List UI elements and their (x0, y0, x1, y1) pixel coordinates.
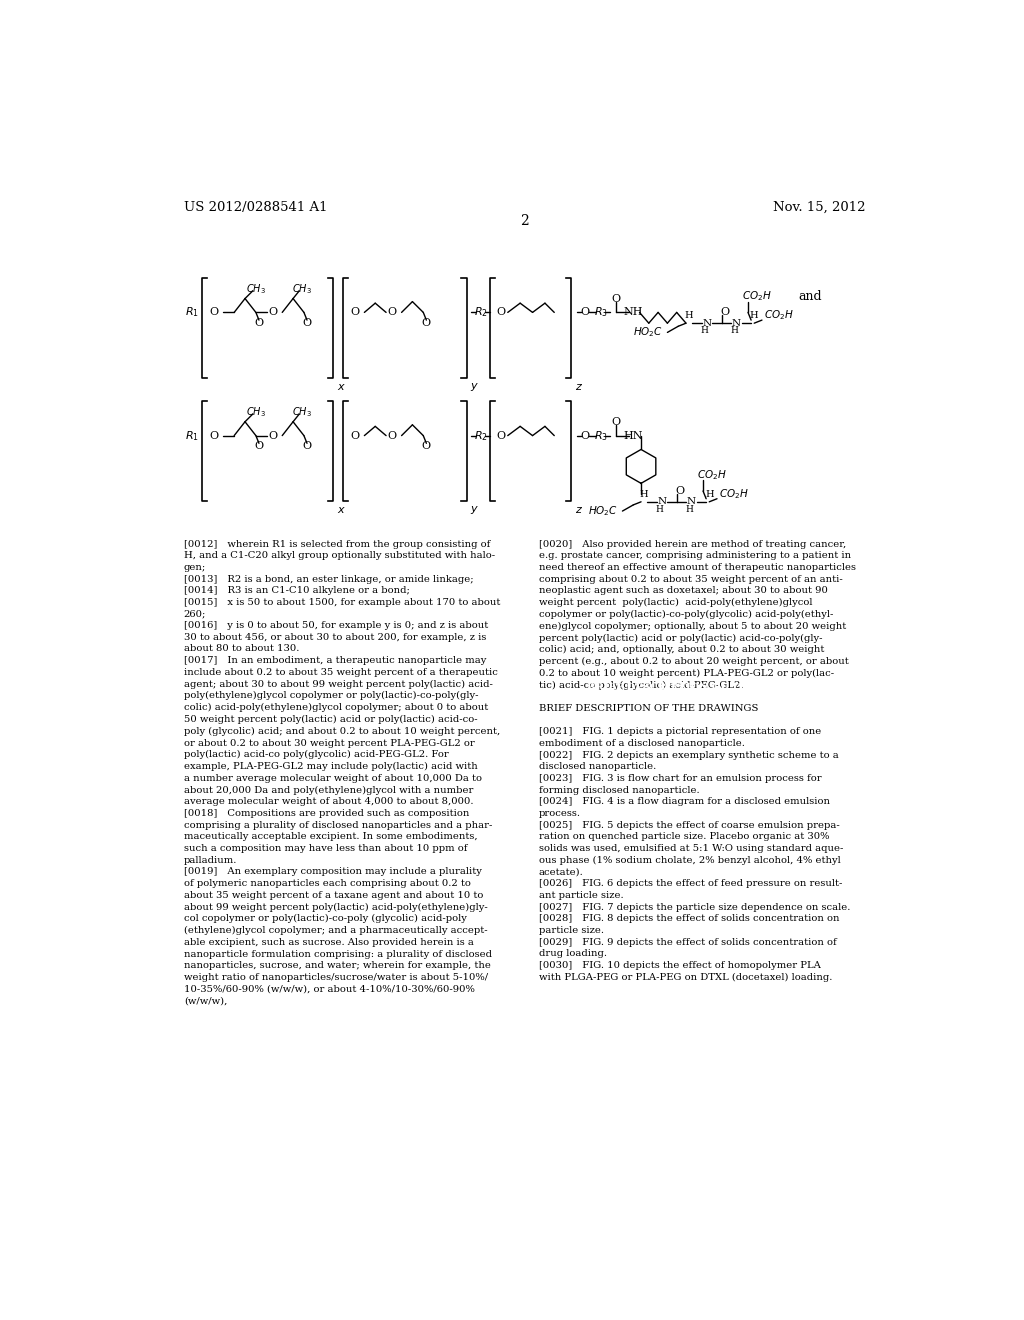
Text: O: O (388, 430, 397, 441)
Text: O: O (210, 430, 218, 441)
Text: O: O (675, 486, 684, 496)
Text: $CH_3$: $CH_3$ (246, 405, 266, 420)
Text: O: O (350, 430, 359, 441)
Text: 2: 2 (520, 214, 529, 228)
Text: HN: HN (624, 430, 643, 441)
Text: and: and (798, 289, 822, 302)
Text: $CO_2H$: $CO_2H$ (741, 289, 772, 304)
Text: O: O (720, 308, 729, 317)
Text: O: O (497, 430, 505, 441)
Text: O: O (422, 441, 431, 451)
Text: $R_1$: $R_1$ (184, 429, 199, 442)
Text: $HO_2C$: $HO_2C$ (588, 504, 617, 517)
Text: US 2012/0288541 A1: US 2012/0288541 A1 (183, 201, 328, 214)
Text: $R_3$: $R_3$ (594, 429, 607, 442)
Text: $R_2$: $R_2$ (474, 429, 487, 442)
Text: $R_1$: $R_1$ (184, 305, 199, 319)
Text: H: H (700, 326, 709, 335)
Text: O: O (581, 308, 590, 317)
Text: O: O (422, 318, 431, 329)
Text: H: H (730, 326, 738, 335)
Text: $R_2$: $R_2$ (474, 305, 487, 319)
Text: H: H (705, 490, 714, 499)
Text: O: O (210, 308, 218, 317)
Text: O: O (254, 318, 263, 329)
Text: BRIEF DESCRIPTION OF THE DRAWINGS: BRIEF DESCRIPTION OF THE DRAWINGS (587, 682, 824, 692)
Text: $R_3$: $R_3$ (594, 305, 607, 319)
Text: O: O (581, 430, 590, 441)
Text: O: O (350, 308, 359, 317)
Text: $z$: $z$ (575, 506, 583, 515)
Text: N: N (657, 498, 667, 507)
Text: Nov. 15, 2012: Nov. 15, 2012 (773, 201, 866, 214)
Text: H: H (685, 312, 693, 319)
Text: N: N (687, 498, 696, 507)
Text: H: H (640, 490, 648, 499)
Text: N: N (702, 318, 712, 327)
Text: [0020] Also provided herein are method of treating cancer,
e.g. prostate cancer,: [0020] Also provided herein are method o… (539, 540, 856, 982)
Text: $x$: $x$ (337, 381, 346, 392)
Text: H: H (685, 506, 693, 513)
Text: NH: NH (624, 308, 643, 317)
Text: $x$: $x$ (337, 506, 346, 515)
Text: O: O (302, 441, 311, 451)
Text: O: O (611, 417, 621, 426)
Text: O: O (611, 293, 621, 304)
Text: $CO_2H$: $CO_2H$ (697, 469, 727, 482)
Text: H: H (750, 312, 759, 319)
Text: O: O (268, 308, 278, 317)
Text: H: H (655, 506, 664, 513)
Text: $HO_2C$: $HO_2C$ (633, 326, 663, 339)
Text: N: N (732, 318, 741, 327)
Text: $CH_3$: $CH_3$ (246, 282, 266, 296)
Text: $y$: $y$ (470, 381, 479, 393)
Text: O: O (254, 441, 263, 451)
Text: $y$: $y$ (470, 504, 479, 516)
Text: [0012] wherein R1 is selected from the group consisting of
H, and a C1-C20 alkyl: [0012] wherein R1 is selected from the g… (183, 540, 500, 1006)
Text: $CH_3$: $CH_3$ (293, 282, 312, 296)
Text: O: O (302, 318, 311, 329)
Text: $CO_2H$: $CO_2H$ (719, 487, 749, 502)
Text: O: O (268, 430, 278, 441)
Text: $CO_2H$: $CO_2H$ (764, 309, 794, 322)
Text: O: O (388, 308, 397, 317)
Text: $CH_3$: $CH_3$ (293, 405, 312, 420)
Text: $z$: $z$ (575, 381, 583, 392)
Text: O: O (497, 308, 505, 317)
